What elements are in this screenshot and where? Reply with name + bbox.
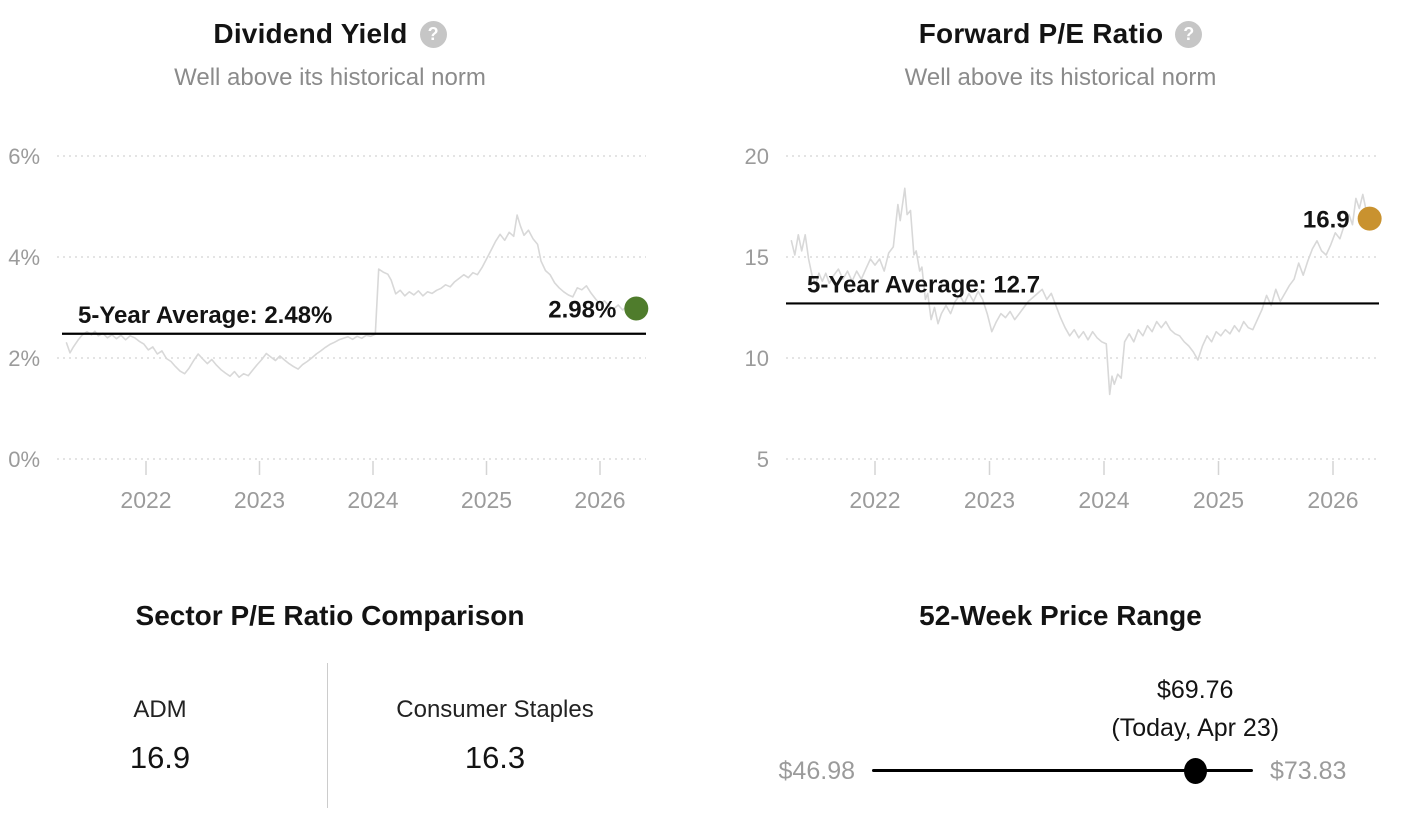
dividend-yield-chart: 6% 4% 2% 0% 2022 2023 2024 2025 2026 5-Year Avera…	[8, 144, 649, 513]
price-range-title: 52-Week Price Range	[919, 600, 1202, 631]
y-axis-tick-label: 5	[757, 447, 769, 472]
x-axis-tick-label: 2022	[849, 487, 900, 513]
today-price-label: $69.76	[1157, 676, 1234, 704]
average-line-label: 5-Year Average: 12.7	[807, 271, 1040, 298]
x-axis-tick-label: 2024	[1078, 487, 1129, 513]
current-value-label: 2.98%	[548, 297, 616, 324]
comparison-column-value: 16.3	[464, 740, 526, 775]
y-axis-tick-label: 2%	[8, 346, 40, 371]
sector-comparison-title: Sector P/E Ratio Comparison	[135, 600, 525, 631]
x-axis-tick-label: 2026	[1307, 487, 1358, 513]
today-date-caption: (Today, Apr 23)	[1111, 714, 1280, 742]
series-line	[65, 214, 638, 378]
price-range-section: 52-Week Price Range $69.76 (Today, Apr 2…	[707, 580, 1414, 830]
current-value-dot	[1357, 206, 1382, 231]
dividend-yield-title: Dividend Yield	[213, 18, 408, 49]
comparison-column-label: Consumer Staples	[396, 696, 594, 723]
forward-pe-title: Forward P/E Ratio	[918, 18, 1164, 49]
comparison-column-label: ADM	[133, 696, 187, 723]
y-axis-tick-label: 0%	[8, 447, 40, 472]
y-axis-tick-label: 15	[745, 245, 769, 270]
dividend-yield-header: Dividend Yield ? Well above its historic…	[0, 18, 660, 92]
help-icon[interactable]: ?	[1175, 20, 1203, 48]
average-line-label: 5-Year Average: 2.48%	[78, 302, 332, 329]
x-axis-tick-label: 2025	[1193, 487, 1244, 513]
y-axis-tick-label: 10	[745, 346, 769, 371]
question-mark-glyph: ?	[427, 24, 439, 44]
x-axis-tick-label: 2025	[461, 487, 512, 513]
sector-comparison-section: Sector P/E Ratio Comparison ADM 16.9 Con…	[0, 580, 660, 830]
comparison-column-value: 16.9	[129, 740, 191, 775]
price-range-track	[872, 769, 1253, 772]
question-mark-glyph: ?	[1183, 24, 1195, 44]
current-value-dot	[624, 296, 649, 321]
current-value-label: 16.9	[1303, 207, 1350, 234]
x-axis-tick-label: 2023	[234, 487, 285, 513]
y-axis-tick-label: 20	[745, 144, 769, 169]
x-axis-tick-label: 2023	[964, 487, 1015, 513]
x-axis-tick-label: 2024	[347, 487, 398, 513]
forward-pe-header: Forward P/E Ratio ? Well above its histo…	[707, 18, 1414, 92]
range-low-label: $46.98	[778, 757, 855, 785]
range-high-label: $73.83	[1270, 757, 1347, 785]
column-divider	[327, 663, 328, 808]
help-icon[interactable]: ?	[419, 20, 447, 48]
x-axis-tick-label: 2022	[120, 487, 171, 513]
current-price-dot	[1183, 758, 1207, 784]
y-axis-tick-label: 4%	[8, 245, 40, 270]
x-axis-tick-label: 2026	[574, 487, 625, 513]
forward-pe-chart: 20 15 10 5 2022 2023 2024 2025 2026 5-Year Averag…	[745, 144, 1382, 513]
forward-pe-subtitle: Well above its historical norm	[904, 64, 1217, 91]
dividend-yield-subtitle: Well above its historical norm	[174, 64, 486, 91]
y-axis-tick-label: 6%	[8, 144, 40, 169]
